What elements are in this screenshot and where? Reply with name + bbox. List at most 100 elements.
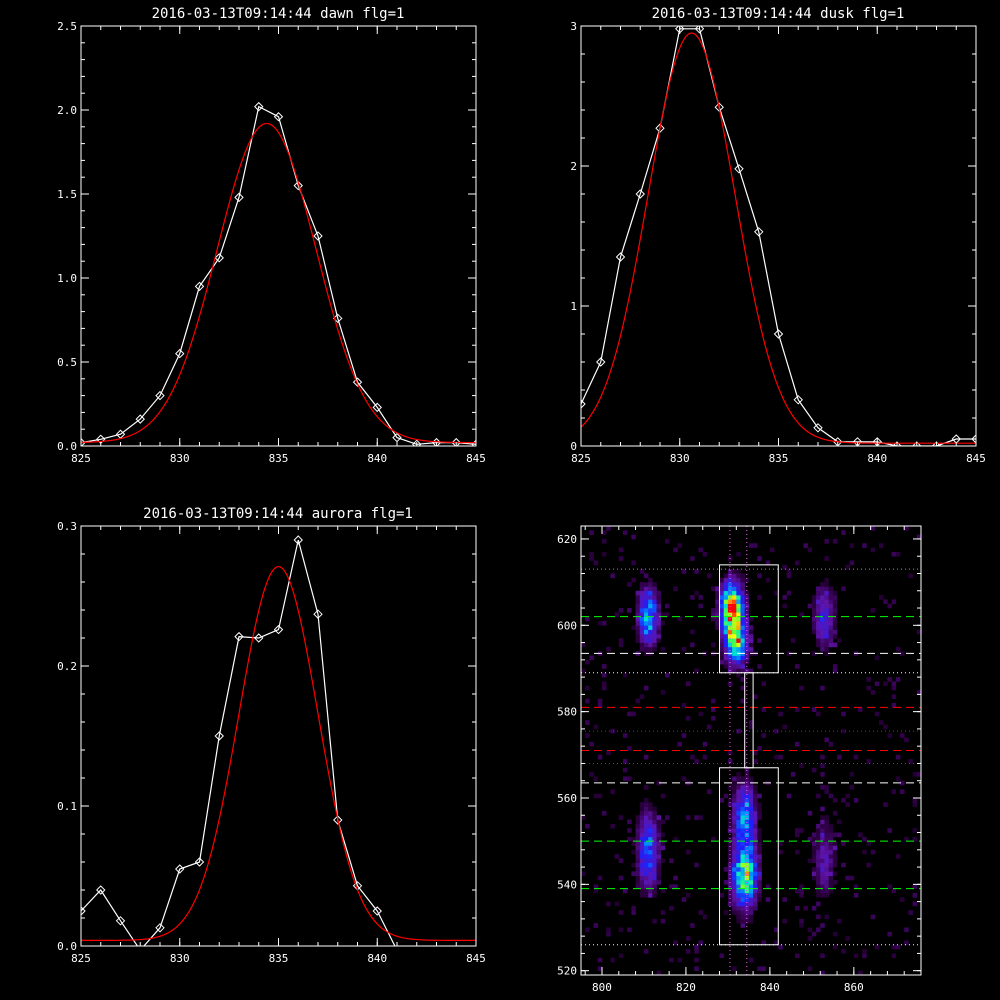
heatmap-cell (753, 892, 758, 898)
heatmap-cell (711, 715, 716, 721)
heatmap-cell (643, 625, 649, 630)
heatmap-cell (811, 603, 817, 609)
heatmap-cell (748, 802, 754, 807)
x-tick-label: 830 (170, 952, 190, 965)
x-tick-label: 840 (760, 981, 780, 994)
heatmap-cell (732, 832, 737, 838)
heatmap-cell (740, 923, 746, 928)
heatmap-cell (719, 599, 725, 605)
heatmap-cell (635, 698, 641, 704)
heatmap-cell (799, 685, 804, 691)
heatmap-cell (832, 862, 838, 868)
heatmap-cell (652, 586, 657, 592)
heatmap-cell (748, 918, 754, 924)
heatmap-cell (685, 815, 691, 820)
heatmap-cell (694, 949, 699, 954)
heatmap-cell (782, 918, 787, 924)
x-tick-label: 860 (844, 981, 864, 994)
heatmap-cell (748, 810, 754, 816)
heatmap-cell (736, 806, 741, 812)
heatmap-cell (757, 832, 762, 838)
heatmap-cell (895, 677, 901, 682)
y-tick-label: 540 (557, 878, 577, 891)
data-point (115, 916, 126, 926)
heatmap-cell (845, 564, 850, 570)
heatmap-cell (732, 612, 737, 617)
heatmap-cell (727, 892, 733, 898)
heatmap-cell (631, 910, 636, 915)
heatmap-cell (631, 577, 636, 583)
heatmap-cell (824, 828, 829, 833)
heatmap-cell (723, 612, 729, 617)
heatmap-cell (753, 871, 758, 876)
heatmap-cell (887, 828, 892, 833)
heatmap-cell (740, 867, 746, 872)
heatmap-cell (824, 884, 829, 889)
heatmap-cell (828, 642, 834, 648)
heatmap-cell (748, 884, 754, 889)
heatmap-cell (652, 875, 657, 881)
heatmap-cell (723, 793, 729, 799)
heatmap-cell (757, 836, 762, 842)
heatmap-cell (849, 875, 855, 881)
heatmap-cell (740, 668, 746, 674)
data-point (971, 434, 976, 444)
heatmap-cell (820, 620, 825, 626)
y-tick-label: 0.0 (57, 940, 77, 953)
heatmap-cell (862, 949, 867, 954)
heatmap-cell (652, 599, 657, 605)
heatmap-cell (627, 836, 632, 842)
heatmap-cell (820, 849, 825, 855)
heatmap-cell (774, 940, 779, 946)
heatmap-cell (727, 867, 733, 872)
heatmap-cell (732, 655, 737, 661)
chart-panel-3: 825 830 835 840 845 0.0 0.1 0.2 0.3 2016-03-13T09… (57, 506, 486, 965)
heatmap-cell (732, 646, 737, 652)
y-tick-label: 3 (570, 20, 577, 33)
heatmap-cell (723, 625, 729, 630)
heatmap-cell (635, 858, 641, 864)
x-axis: 825 830 835 840 845 (71, 526, 486, 965)
heatmap-cell (639, 638, 645, 643)
heatmap-cell (711, 642, 716, 648)
data-point (155, 390, 165, 401)
heatmap-cell (715, 620, 720, 626)
heatmap-cell (740, 797, 746, 803)
heatmap-cell (828, 595, 834, 600)
heatmap-cell (895, 754, 901, 760)
heatmap-cell (648, 603, 653, 609)
heatmap-cell (656, 629, 662, 635)
heatmap-cell (828, 629, 834, 635)
heatmap-cell (820, 638, 825, 643)
heatmap-cell (610, 823, 615, 829)
heatmap-cell (732, 875, 737, 881)
heatmap-cell (778, 754, 783, 760)
heatmap-cell (824, 538, 829, 544)
heatmap-cell (832, 871, 838, 876)
heatmap-cell (824, 603, 829, 609)
heatmap-cell (581, 668, 586, 674)
heatmap-cell (639, 867, 645, 872)
heatmap-cell (664, 538, 670, 544)
heatmap-cell (656, 823, 662, 829)
heatmap-cell (618, 642, 624, 648)
heatmap-cell (824, 914, 829, 920)
heatmap-cell (912, 901, 918, 907)
heatmap-cell (824, 638, 829, 643)
heatmap-cell (853, 797, 859, 803)
heatmap-cell (736, 620, 741, 626)
heatmap-cell (715, 608, 720, 613)
heatmap-cell (690, 642, 695, 648)
heatmap-cell (719, 586, 725, 592)
heatmap-cell (820, 763, 825, 769)
data-point (392, 432, 402, 443)
heatmap-cell (820, 875, 825, 881)
heatmap-cell (740, 897, 746, 902)
heatmap-cell (732, 780, 737, 786)
heatmap-cell (740, 646, 746, 652)
heatmap-cell (866, 841, 871, 846)
heatmap-cell (648, 841, 653, 846)
heatmap-cell (622, 733, 628, 738)
heatmap-cell (832, 841, 838, 846)
heatmap-cell (748, 720, 754, 725)
